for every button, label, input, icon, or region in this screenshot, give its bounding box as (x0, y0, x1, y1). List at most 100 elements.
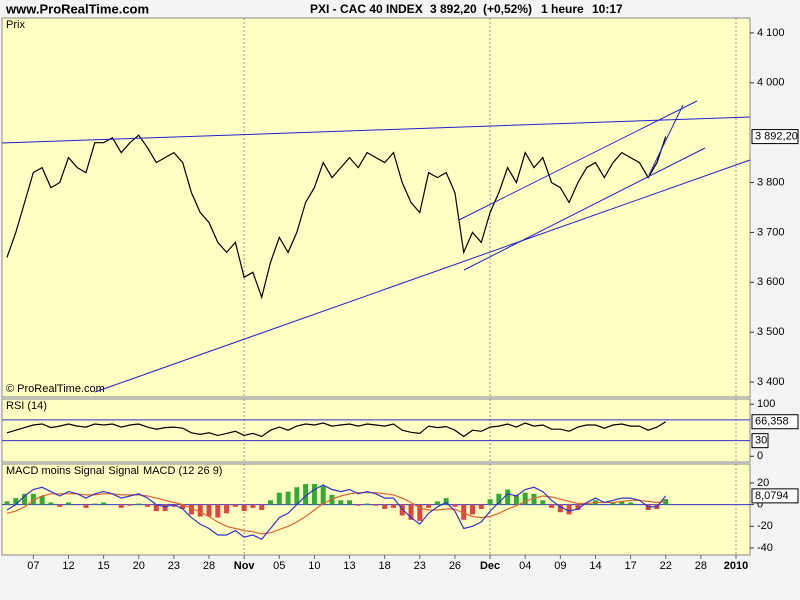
histogram-bar (83, 504, 89, 508)
histogram-bar (549, 504, 555, 508)
histogram-bar (48, 502, 54, 505)
y-tick-label: 3 400 (757, 376, 785, 388)
value-box-label: 3 892,20 (755, 130, 798, 142)
trend-line (648, 104, 684, 176)
x-tick-label: 28 (695, 560, 707, 572)
level-box (751, 433, 769, 449)
histogram-bar (487, 499, 493, 505)
histogram-bar (610, 502, 616, 505)
x-tick-label: 23 (168, 560, 180, 572)
value-box-label: 8,0794 (755, 490, 789, 502)
price-line (6, 421, 667, 438)
histogram-bar (540, 500, 546, 505)
histogram-bar (320, 486, 326, 505)
histogram-bar (267, 500, 273, 505)
histogram-bar (364, 503, 370, 505)
x-tick-label: 07 (27, 560, 39, 572)
histogram-bar (355, 504, 361, 506)
histogram-bar (417, 504, 423, 521)
histogram-bar (575, 504, 581, 511)
histogram-bar (566, 504, 572, 515)
price-line (6, 134, 667, 300)
y-tick-label: -40 (757, 542, 773, 554)
histogram-bar (57, 504, 63, 507)
histogram-bar (224, 504, 230, 514)
change: (+0,52%) (483, 2, 532, 16)
x-tick-label: 23 (414, 560, 426, 572)
x-tick-label: 22 (660, 560, 672, 572)
x-tick-label: 12 (62, 560, 74, 572)
histogram-bar (452, 504, 458, 507)
trend-line (1, 116, 751, 144)
x-tick-label: 26 (449, 560, 461, 572)
instrument: PXI - CAC 40 INDEX (310, 2, 423, 16)
site-name: www.ProRealTime.com (5, 1, 149, 16)
histogram-bar (145, 504, 151, 507)
value-box (751, 129, 799, 145)
histogram-bar (30, 493, 36, 505)
histogram-bar (461, 504, 467, 520)
indicator-line (6, 484, 667, 541)
legend-entry: Signal (108, 465, 139, 477)
y-tick-label: 3 700 (757, 226, 785, 238)
histogram-bar (127, 504, 133, 506)
x-tick-label: Nov (234, 560, 256, 572)
y-tick-label: 3 800 (757, 176, 785, 188)
y-tick-label: 0 (757, 450, 763, 462)
indicator-line (6, 492, 666, 535)
histogram-bar (118, 504, 124, 508)
histogram-bar (206, 504, 212, 517)
histogram-bar (390, 504, 396, 508)
x-tick-label: 10 (308, 560, 320, 572)
histogram-bar (505, 489, 511, 505)
y-tick-label: 0 (757, 499, 763, 511)
value-box (751, 488, 799, 504)
x-tick-label: 2010 (724, 560, 748, 572)
histogram-bar (13, 498, 19, 505)
histogram-bar (513, 494, 519, 505)
x-tick-label: 14 (589, 560, 601, 572)
histogram-bar (408, 504, 414, 520)
histogram-bar (276, 492, 282, 505)
histogram-bar (478, 504, 484, 509)
y-tick-label: 4 100 (757, 27, 785, 39)
histogram-bar (531, 493, 537, 505)
histogram-bar (162, 504, 168, 512)
x-tick-label: 13 (343, 560, 355, 572)
x-tick-label: 20 (133, 560, 145, 572)
histogram-bar (22, 493, 28, 505)
histogram-bar (347, 500, 353, 505)
time: 10:17 (592, 2, 623, 16)
histogram-bar (628, 502, 634, 505)
histogram-bar (294, 487, 300, 505)
x-tick-label: 18 (379, 560, 391, 572)
y-tick-label: 20 (757, 477, 769, 489)
level-label: 30 (755, 435, 767, 447)
price: 3 892,20 (430, 2, 477, 16)
pane-title: RSI (14) (6, 400, 47, 412)
histogram-bar (259, 504, 265, 511)
interval: 1 heure (541, 2, 584, 16)
histogram-bar (496, 493, 502, 505)
histogram-bar (522, 492, 528, 505)
histogram-bar (92, 503, 98, 505)
histogram-bar (338, 500, 344, 505)
trend-line (458, 100, 698, 221)
watermark: © ProRealTime.com (6, 383, 105, 395)
histogram-bar (619, 501, 625, 505)
histogram-bar (215, 504, 221, 518)
x-tick-label: 05 (273, 560, 285, 572)
histogram-bar (232, 504, 238, 507)
x-tick-label: 17 (624, 560, 636, 572)
value-box-label: 66,358 (755, 416, 789, 428)
histogram-bar (153, 504, 159, 512)
histogram-bar (188, 504, 194, 515)
x-tick-label: Dec (480, 560, 500, 572)
histogram-bar (399, 504, 405, 516)
histogram-bar (65, 502, 71, 505)
trend-line (94, 159, 751, 393)
macd-pane (1, 463, 751, 556)
histogram-bar (303, 484, 309, 505)
x-tick-label: 15 (97, 560, 109, 572)
histogram-bar (180, 504, 186, 509)
